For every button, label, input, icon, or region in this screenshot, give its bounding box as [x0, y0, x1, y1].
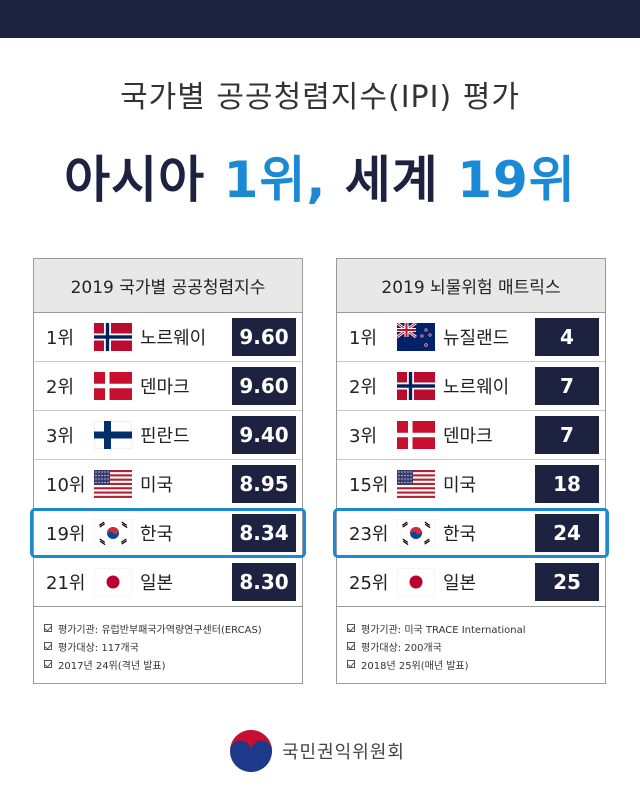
- country-name: 노르웨이: [140, 328, 207, 349]
- score-badge: 25: [535, 563, 599, 601]
- country-name: 핀란드: [140, 426, 190, 447]
- score-badge: 4: [535, 318, 599, 356]
- score-badge: 9.60: [232, 318, 296, 356]
- ranking-row: 1위 노르웨이 9.60: [34, 313, 302, 362]
- checkbox-icon: [347, 660, 355, 668]
- note-item: 2017년 24위(격년 발표): [44, 655, 302, 673]
- ranking-row: 3위 덴마크 7: [337, 411, 605, 460]
- score-badge: 18: [535, 465, 599, 503]
- footer: 국민권익위원회: [228, 727, 405, 775]
- checkbox-icon: [347, 642, 355, 650]
- japan-flag-icon: [94, 568, 132, 596]
- headline-asia-rank: 1위,: [223, 151, 327, 209]
- rank-label: 1위: [46, 328, 75, 349]
- country-name: 일본: [140, 573, 174, 594]
- page-title: 국가별 공공청렴지수(IPI) 평가: [120, 80, 520, 115]
- org-name: 국민권익위원회: [282, 742, 405, 763]
- headline-asia: 아시아: [64, 151, 224, 209]
- note-text: 2017년 24위(격년 발표): [58, 660, 166, 672]
- country-name: 미국: [140, 475, 174, 496]
- score-badge: 8.95: [232, 465, 296, 503]
- ipi-panel: 2019 국가별 공공청렴지수 1위 노르웨이 9.60 2위 덴마크 9.60 3위 핀란드…: [30, 258, 306, 684]
- note-text: 평가기관: 유럽반부패국가역량연구센터(ERCAS): [58, 624, 262, 636]
- note-item: 평가대상: 117개국: [44, 637, 302, 655]
- korea-flag-icon: [397, 519, 435, 547]
- headline-world: 세계: [326, 151, 458, 209]
- note-item: 평가기관: 유럽반부패국가역량연구센터(ERCAS): [44, 619, 302, 637]
- usa-flag-icon: [397, 470, 435, 498]
- norway-flag-icon: [397, 372, 435, 400]
- score-badge: 9.40: [232, 416, 296, 454]
- korea-flag-icon: [94, 519, 132, 547]
- denmark-flag-icon: [94, 372, 132, 400]
- ranking-row: 25위 일본 25: [337, 558, 605, 607]
- note-item: 평가기관: 미국 TRACE International: [347, 619, 605, 637]
- headline-world-rank: 19위: [457, 151, 576, 209]
- bribery-panel: 2019 뇌물위험 매트릭스 1위 뉴질랜드 4 2위 노르웨이 7 3위 덴마크 7 15위 미국…: [333, 258, 609, 684]
- rank-label: 21위: [46, 573, 86, 594]
- rank-label: 3위: [46, 426, 75, 447]
- note-text: 평가대상: 117개국: [58, 642, 139, 654]
- score-badge: 7: [535, 416, 599, 454]
- country-name: 뉴질랜드: [443, 328, 510, 349]
- ranking-row: 19위 한국 8.34: [30, 508, 306, 558]
- rank-label: 3위: [349, 426, 378, 447]
- note-item: 평가대상: 200개국: [347, 637, 605, 655]
- country-name: 덴마크: [140, 377, 190, 398]
- country-name: 노르웨이: [443, 377, 510, 398]
- checkbox-icon: [347, 624, 355, 632]
- score-badge: 9.60: [232, 367, 296, 405]
- score-badge: 7: [535, 367, 599, 405]
- note-item: 2018년 25위(매년 발표): [347, 655, 605, 673]
- government-emblem-icon: [230, 730, 272, 772]
- bribery-notes: 평가기관: 미국 TRACE International 평가대상: 200개국 2…: [337, 607, 605, 673]
- country-name: 일본: [443, 573, 477, 594]
- ipi-ranking-list: 1위 노르웨이 9.60 2위 덴마크 9.60 3위 핀란드 9.40 10위 미국 8.95 19위…: [30, 313, 306, 607]
- checkbox-icon: [44, 624, 52, 632]
- ipi-notes: 평가기관: 유럽반부패국가역량연구센터(ERCAS) 평가대상: 117개국 201…: [34, 607, 302, 673]
- score-badge: 24: [535, 514, 599, 552]
- ranking-row: 21위 일본 8.30: [34, 558, 302, 607]
- finland-flag-icon: [94, 421, 132, 449]
- score-badge: 8.30: [232, 563, 296, 601]
- ranking-row: 15위 미국 18: [337, 460, 605, 509]
- country-name: 덴마크: [443, 426, 493, 447]
- rank-label: 2위: [349, 377, 378, 398]
- ranking-row: 3위 핀란드 9.40: [34, 411, 302, 460]
- rank-label: 10위: [46, 475, 86, 496]
- checkbox-icon: [44, 660, 52, 668]
- rank-label: 25위: [349, 573, 389, 594]
- checkbox-icon: [44, 642, 52, 650]
- country-name: 미국: [443, 475, 477, 496]
- ranking-row: 2위 덴마크 9.60: [34, 362, 302, 411]
- headline: 아시아 1위, 세계 19위: [0, 140, 640, 212]
- top-bar: [0, 0, 640, 38]
- rank-label: 15위: [349, 475, 389, 496]
- rank-label: 2위: [46, 377, 75, 398]
- ranking-row: 23위 한국 24: [333, 508, 609, 558]
- country-name: 한국: [443, 524, 477, 545]
- note-text: 2018년 25위(매년 발표): [361, 660, 469, 672]
- note-text: 평가기관: 미국 TRACE International: [361, 624, 526, 636]
- score-badge: 8.34: [232, 514, 296, 552]
- bribery-panel-title: 2019 뇌물위험 매트릭스: [337, 259, 605, 313]
- ranking-row: 1위 뉴질랜드 4: [337, 313, 605, 362]
- rank-label: 19위: [46, 524, 86, 545]
- rank-label: 23위: [349, 524, 389, 545]
- japan-flag-icon: [397, 568, 435, 596]
- denmark-flag-icon: [397, 421, 435, 449]
- rank-label: 1위: [349, 328, 378, 349]
- usa-flag-icon: [94, 470, 132, 498]
- ranking-row: 2위 노르웨이 7: [337, 362, 605, 411]
- country-name: 한국: [140, 524, 174, 545]
- note-text: 평가대상: 200개국: [361, 642, 442, 654]
- ipi-panel-title: 2019 국가별 공공청렴지수: [34, 259, 302, 313]
- norway-flag-icon: [94, 323, 132, 351]
- bribery-ranking-list: 1위 뉴질랜드 4 2위 노르웨이 7 3위 덴마크 7 15위 미국 18 23위 한국 24 25위 일본 2…: [333, 313, 609, 607]
- new-zealand-flag-icon: [397, 323, 435, 351]
- ranking-row: 10위 미국 8.95: [34, 460, 302, 509]
